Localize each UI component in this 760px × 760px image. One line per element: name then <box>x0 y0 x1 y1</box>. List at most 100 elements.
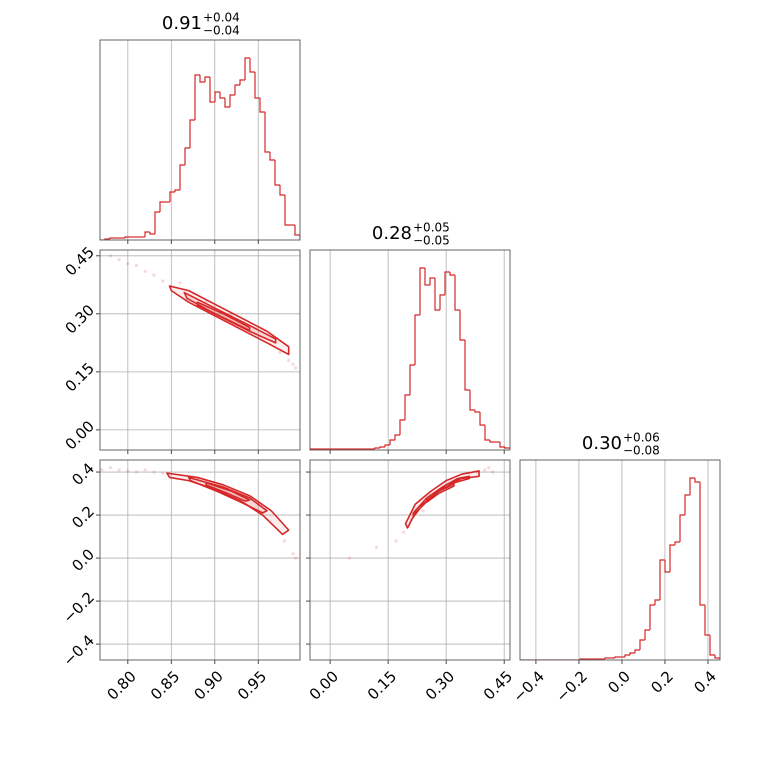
histogram-bin <box>434 278 440 311</box>
histogram-bin <box>224 98 230 108</box>
histogram-bin <box>244 57 250 80</box>
histogram-bin <box>419 267 425 315</box>
histogram-bin <box>124 236 130 238</box>
histogram-bin <box>664 560 670 573</box>
histogram-bin <box>684 494 690 515</box>
y-tick-label: 0.4 <box>68 459 98 489</box>
x-tick-label: 0.45 <box>480 667 516 703</box>
histogram-bin <box>474 410 480 413</box>
title-lower: −0.08 <box>623 444 660 458</box>
histogram-bin <box>644 629 650 640</box>
histogram-bin <box>439 294 445 310</box>
histogram-bin <box>639 639 645 650</box>
histogram-bin <box>399 419 405 435</box>
axes-frame <box>99 249 301 451</box>
sample-point <box>134 263 139 268</box>
histogram-bin <box>229 94 235 107</box>
x-tick-label: 0.00 <box>306 667 342 703</box>
histogram-bin <box>204 76 210 82</box>
x-tick-label: 0.4 <box>690 667 720 697</box>
y-tick-label: −0.2 <box>60 588 98 626</box>
title-upper: +0.06 <box>623 431 660 445</box>
panel: 0.80 0.85 0.90 0.95 −0.4 −0.2 0.0 0.2 0.4 <box>60 459 301 704</box>
histogram-bin <box>219 92 225 99</box>
histogram-bin <box>624 654 630 657</box>
title-upper: +0.04 <box>203 11 240 25</box>
histogram-bin <box>689 477 695 495</box>
histogram-bin <box>489 440 495 443</box>
histogram-bin <box>284 195 290 226</box>
plot-area <box>108 254 298 370</box>
histogram-bin <box>614 656 620 658</box>
histogram-bin <box>234 84 240 95</box>
y-tick-label: 0.2 <box>68 502 98 532</box>
histogram-bin <box>499 442 505 448</box>
panel: 0.91 +0.04−0.04 <box>99 11 301 244</box>
histogram-bin <box>699 482 705 606</box>
title-lower: −0.05 <box>413 234 450 248</box>
histogram-bin <box>669 544 675 572</box>
histogram-bin <box>239 79 245 85</box>
histogram-bin <box>159 201 165 212</box>
histogram-bin <box>469 390 475 411</box>
panel-title: 0.30 <box>582 433 622 454</box>
sample-point <box>278 350 282 355</box>
sample-point <box>117 258 121 262</box>
axes-frame <box>309 459 511 661</box>
histogram-bin <box>214 91 220 102</box>
plot-area <box>100 466 298 560</box>
y-tick-label: 0.0 <box>68 545 98 575</box>
histogram-bin <box>384 444 390 447</box>
sample-point <box>126 261 130 266</box>
histogram-bin <box>259 98 265 113</box>
histogram-bin <box>634 649 640 653</box>
x-tick-label: 0.80 <box>103 667 139 703</box>
contour <box>412 475 471 519</box>
histogram-bin <box>179 164 185 190</box>
sample-point <box>134 470 139 474</box>
histogram-bin <box>169 191 175 202</box>
histogram-bin <box>429 277 435 285</box>
contour <box>205 481 251 502</box>
sample-point <box>294 366 298 370</box>
sample-point <box>143 468 147 472</box>
sample-point <box>178 281 182 285</box>
histogram-bin <box>674 541 680 545</box>
plot-area <box>310 267 510 450</box>
x-tick-label: 0.30 <box>422 667 458 703</box>
histogram-bin <box>504 447 510 450</box>
histogram-bin <box>649 604 655 630</box>
sample-point <box>487 466 491 470</box>
histogram-bin <box>409 364 415 395</box>
histogram-bin <box>454 275 460 311</box>
contour <box>166 472 290 536</box>
histogram-bin <box>694 478 700 483</box>
contour <box>426 483 455 503</box>
x-tick-label: 0.0 <box>604 667 634 697</box>
histogram-bin <box>269 152 275 161</box>
sample-point <box>126 469 130 473</box>
histogram-bin <box>149 232 155 235</box>
histogram-bin <box>294 225 300 240</box>
histogram-bin <box>654 599 660 605</box>
x-tick-label: 0.2 <box>647 667 677 697</box>
title-lower: −0.04 <box>203 24 240 38</box>
panel: −0.4 −0.2 0.0 0.2 0.4 0.30 +0.06−0.08 <box>509 431 721 706</box>
panel: 0.00 0.15 0.30 0.45 <box>62 243 301 454</box>
histogram-bin <box>464 340 470 391</box>
sample-point <box>108 254 113 258</box>
sample-point <box>291 552 295 556</box>
y-tick-label: 0.00 <box>62 417 98 453</box>
sample-point <box>394 539 398 543</box>
histogram-bin <box>459 310 465 341</box>
axes-frame <box>99 39 301 241</box>
histogram-bin <box>479 412 485 426</box>
sample-point <box>483 468 487 472</box>
plot-area <box>347 466 495 560</box>
panel: 0.00 0.15 0.30 0.45 <box>306 459 516 704</box>
title-upper: +0.05 <box>413 221 450 235</box>
sample-point <box>152 273 156 277</box>
histogram-bin <box>414 314 420 365</box>
